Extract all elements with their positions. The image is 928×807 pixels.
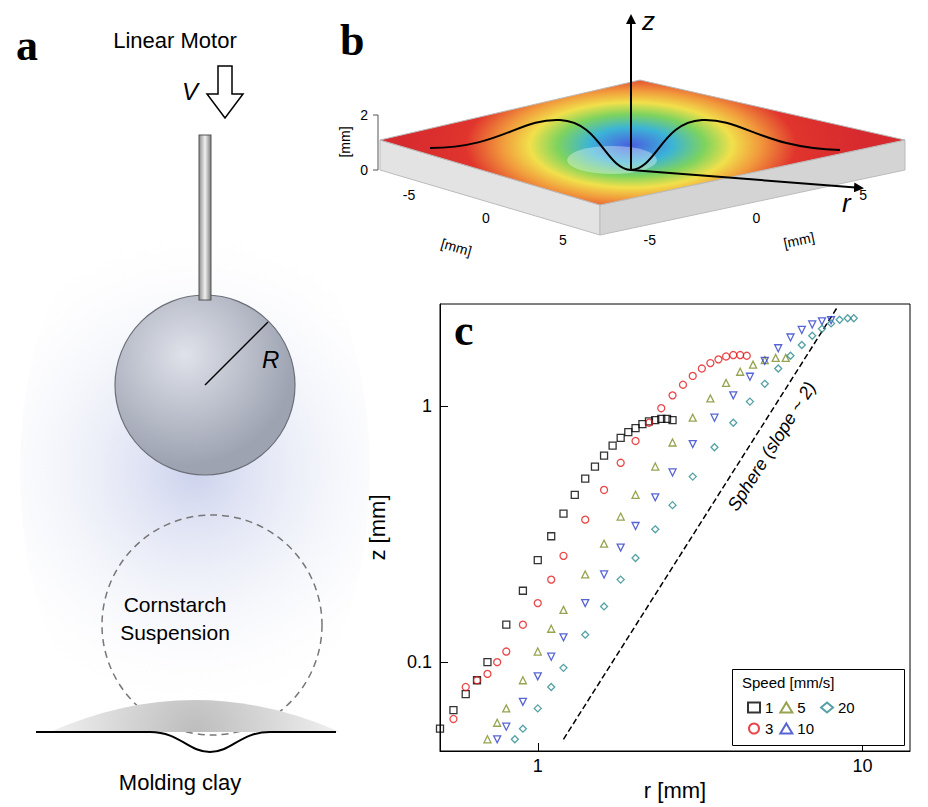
svg-text:10: 10 <box>797 720 814 737</box>
svg-text:5: 5 <box>859 187 867 203</box>
svg-text:V: V <box>182 78 200 105</box>
svg-text:b: b <box>340 16 364 65</box>
svg-text:r: r <box>842 188 852 218</box>
svg-text:-5: -5 <box>644 232 657 248</box>
svg-text:0: 0 <box>753 210 761 226</box>
svg-text:Linear Motor: Linear Motor <box>113 28 237 53</box>
svg-text:20: 20 <box>838 699 855 716</box>
svg-text:Speed [mm/s]: Speed [mm/s] <box>742 674 835 691</box>
svg-text:z: z <box>641 6 655 36</box>
svg-text:0.1: 0.1 <box>407 652 432 672</box>
svg-text:CornstarchSuspension: CornstarchSuspension <box>120 593 230 644</box>
svg-text:[mm]: [mm] <box>337 126 353 157</box>
svg-text:z [mm]: z [mm] <box>365 495 390 561</box>
svg-text:5: 5 <box>797 699 805 716</box>
svg-text:[mm]: [mm] <box>782 229 816 251</box>
svg-text:Molding clay: Molding clay <box>119 770 241 795</box>
svg-text:1: 1 <box>422 396 432 416</box>
svg-text:2: 2 <box>360 107 368 123</box>
svg-text:a: a <box>16 21 38 70</box>
svg-text:-5: -5 <box>403 187 416 203</box>
svg-text:3: 3 <box>765 720 773 737</box>
svg-text:5: 5 <box>559 232 567 248</box>
svg-text:1: 1 <box>765 699 773 716</box>
svg-text:c: c <box>454 306 474 355</box>
svg-text:0: 0 <box>360 162 368 178</box>
svg-text:Sphere (slope ~ 2): Sphere (slope ~ 2) <box>723 378 819 514</box>
svg-text:0: 0 <box>482 210 490 226</box>
svg-text:[mm]: [mm] <box>439 235 473 259</box>
svg-text:R: R <box>262 346 279 373</box>
svg-text:r [mm]: r [mm] <box>644 778 706 803</box>
svg-text:10: 10 <box>853 756 873 776</box>
svg-text:1: 1 <box>533 756 543 776</box>
